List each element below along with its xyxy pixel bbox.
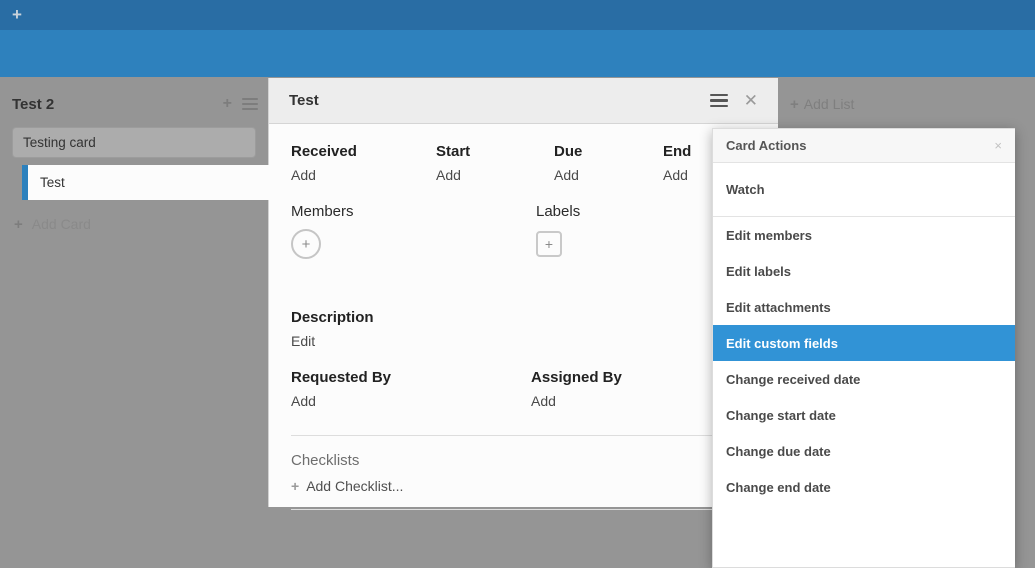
menu-item-change-received-date[interactable]: Change received date — [726, 371, 861, 387]
add-checklist-label: Add Checklist... — [306, 478, 404, 494]
field-label: End — [663, 143, 692, 160]
add-list-label: Add List — [803, 96, 855, 112]
add-card-button[interactable]: + Add Card — [14, 216, 91, 232]
card-detail-header: Test ✕ — [269, 78, 778, 124]
board-header-bar — [0, 30, 1035, 77]
menu-item-edit-labels[interactable]: Edit labels — [726, 263, 792, 279]
members-section: Members + — [291, 203, 536, 259]
menu-item-change-due-date[interactable]: Change due date — [726, 443, 831, 459]
plus-icon: + — [291, 478, 300, 494]
card-detail-title: Test — [289, 92, 319, 109]
card-title: Testing card — [23, 135, 96, 150]
card-actions-title: Card Actions — [726, 138, 807, 153]
add-card-label: Add Card — [31, 216, 91, 232]
edit-description-link[interactable]: Edit — [291, 333, 316, 349]
menu-item-watch[interactable]: Watch — [713, 163, 1015, 217]
add-received-date-link[interactable]: Add — [291, 167, 316, 183]
plus-icon: + — [544, 236, 554, 252]
add-member-button[interactable]: + — [291, 229, 321, 259]
checklists-section: Checklists + Add Checklist... — [291, 452, 778, 494]
field-due: Due Add — [554, 143, 663, 183]
plus-icon: + — [14, 215, 23, 233]
description-section: Description Edit — [291, 309, 778, 349]
divider — [291, 435, 778, 436]
date-fields-row: Received Add Start Add Due Add End Add — [291, 143, 778, 183]
list-header: Test 2 + — [12, 91, 258, 117]
field-received: Received Add — [291, 143, 436, 183]
menu-item-edit-members[interactable]: Edit members — [726, 227, 812, 243]
menu-item-change-end-date[interactable]: Change end date — [726, 479, 831, 495]
card-detail-panel: Test ✕ Received Add Start Add Due Add En… — [268, 78, 778, 510]
card-actions-menu-icon[interactable] — [709, 91, 728, 111]
field-label: Received — [291, 143, 357, 160]
field-start: Start Add — [436, 143, 554, 183]
menu-item-change-start-date[interactable]: Change start date — [726, 407, 836, 423]
field-label: Start — [436, 143, 471, 160]
requested-assigned-row: Requested By Add Assigned By Add — [291, 369, 778, 409]
add-label-button[interactable]: + — [536, 231, 562, 257]
list-title: Test 2 — [12, 95, 55, 113]
menu-item-edit-attachments[interactable]: Edit attachments — [726, 299, 831, 315]
assigned-by-label: Assigned By — [531, 369, 622, 386]
add-assigned-by-link[interactable]: Add — [531, 393, 556, 409]
members-labels-row: Members + Labels + — [291, 203, 778, 259]
list-menu-icon[interactable] — [242, 95, 258, 113]
card-actions-header: Card Actions × — [713, 129, 1015, 163]
requested-by-label: Requested By — [291, 369, 392, 386]
add-checklist-button[interactable]: + Add Checklist... — [291, 478, 778, 494]
add-card-icon[interactable]: + — [222, 95, 232, 112]
checklists-label: Checklists — [291, 452, 360, 469]
field-label: Due — [554, 143, 583, 160]
plus-icon: + — [301, 235, 311, 253]
plus-icon: + — [790, 95, 799, 113]
description-label: Description — [291, 309, 374, 326]
assigned-by-section: Assigned By Add — [531, 369, 778, 409]
card-testing[interactable]: Testing card — [12, 127, 256, 158]
labels-label: Labels — [536, 203, 581, 220]
add-list-button[interactable]: + Add List — [790, 96, 854, 112]
add-board-icon[interactable]: + — [12, 5, 22, 24]
top-navigation-bar: + — [0, 0, 1035, 30]
card-test-selected[interactable]: Test — [22, 165, 269, 200]
close-menu-icon[interactable]: × — [994, 138, 1002, 153]
field-end: End Add — [663, 143, 778, 183]
card-actions-menu: Card Actions × Watch Edit members Edit l… — [712, 128, 1015, 568]
close-panel-icon[interactable]: ✕ — [743, 91, 758, 110]
requested-by-section: Requested By Add — [291, 369, 531, 409]
members-label: Members — [291, 203, 354, 220]
card-title: Test — [40, 175, 65, 190]
add-end-date-link[interactable]: Add — [663, 167, 688, 183]
add-start-date-link[interactable]: Add — [436, 167, 461, 183]
menu-item-edit-custom-fields[interactable]: Edit custom fields — [713, 325, 1015, 361]
card-detail-body: Received Add Start Add Due Add End Add M… — [269, 124, 778, 510]
labels-section: Labels + — [536, 203, 778, 259]
add-requested-by-link[interactable]: Add — [291, 393, 316, 409]
divider — [291, 509, 778, 510]
add-due-date-link[interactable]: Add — [554, 167, 579, 183]
